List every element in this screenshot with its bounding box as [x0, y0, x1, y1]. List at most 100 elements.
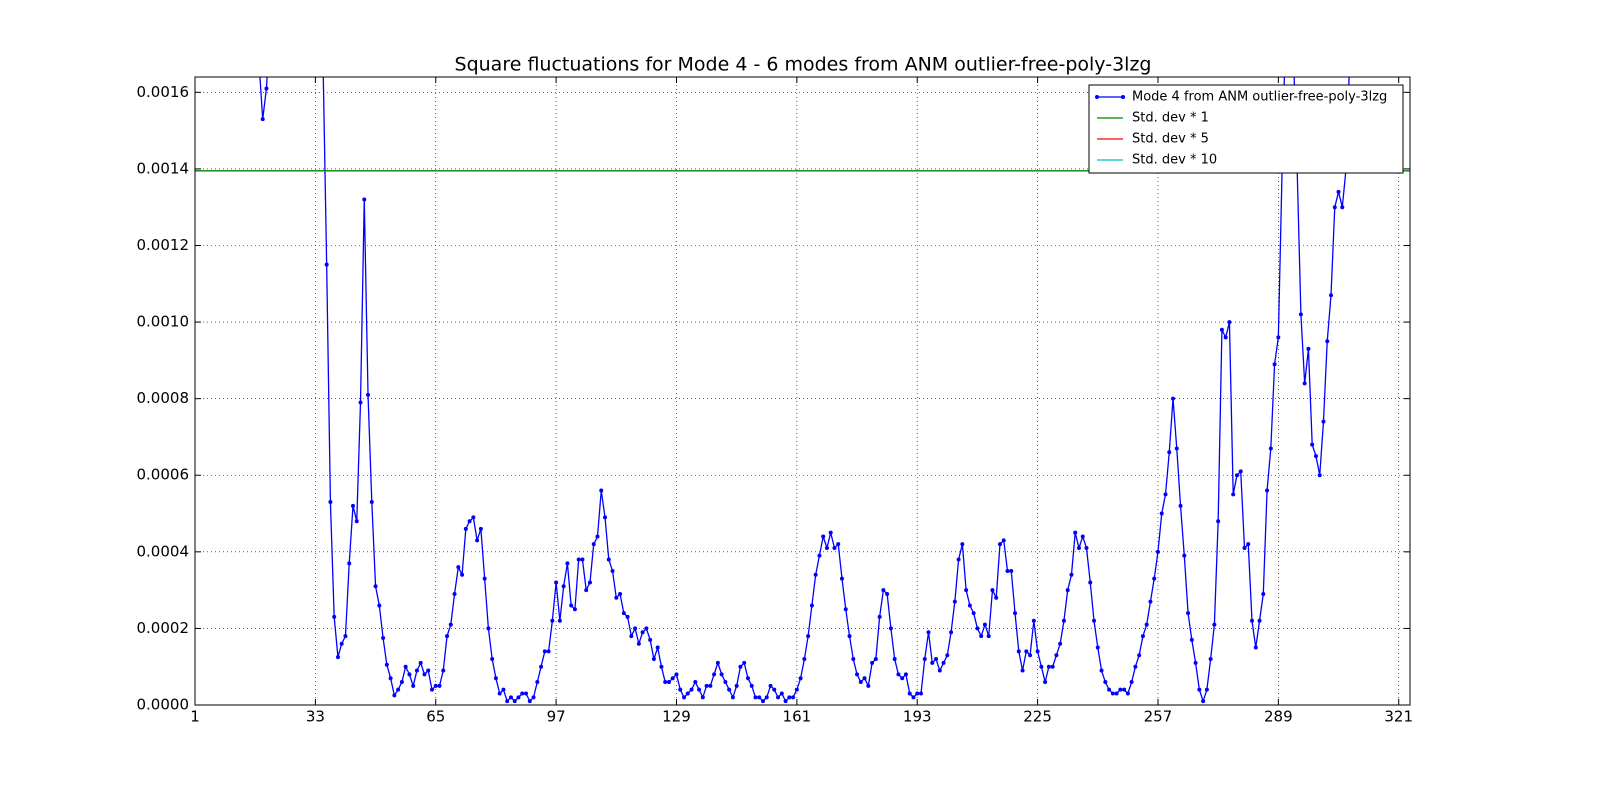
- data-point: [505, 699, 510, 704]
- data-point: [1110, 691, 1115, 696]
- data-point: [1250, 618, 1255, 623]
- data-point: [1174, 446, 1179, 451]
- legend-marker: [1121, 95, 1125, 99]
- y-tick-label: 0.0000: [137, 696, 190, 714]
- data-point: [546, 649, 551, 654]
- data-point: [565, 561, 570, 566]
- data-point: [381, 635, 386, 640]
- data-point: [539, 664, 544, 669]
- data-point: [1009, 568, 1014, 573]
- data-point: [456, 565, 461, 570]
- y-tick-label: 0.0002: [137, 619, 190, 637]
- data-point: [1302, 381, 1307, 386]
- data-point: [1208, 657, 1213, 662]
- data-point: [689, 687, 694, 692]
- data-point: [516, 695, 521, 700]
- data-point: [561, 584, 566, 589]
- data-point: [1163, 492, 1168, 497]
- data-point: [335, 655, 340, 660]
- data-point: [324, 262, 329, 267]
- data-point: [730, 695, 735, 700]
- data-point: [764, 695, 769, 700]
- data-point: [1204, 687, 1209, 692]
- data-point: [896, 672, 901, 677]
- legend-label: Std. dev * 1: [1132, 111, 1209, 126]
- data-point: [414, 668, 419, 673]
- data-point: [975, 626, 980, 631]
- data-point: [253, 52, 257, 56]
- data-point: [471, 515, 476, 520]
- data-point: [595, 534, 600, 539]
- data-point: [1103, 680, 1108, 685]
- data-point: [1140, 634, 1145, 639]
- data-point: [1197, 687, 1202, 692]
- data-point: [550, 618, 555, 623]
- legend-box: [1088, 84, 1404, 174]
- data-point: [719, 672, 724, 677]
- data-point: [700, 695, 705, 700]
- data-point: [1159, 511, 1164, 516]
- data-point: [399, 680, 404, 685]
- data-point: [535, 680, 540, 685]
- data-point: [569, 603, 574, 608]
- data-point: [934, 657, 939, 662]
- data-point: [501, 687, 506, 692]
- x-tick-label: 1: [190, 708, 200, 726]
- data-point: [463, 526, 468, 531]
- data-point: [1182, 553, 1187, 558]
- data-point: [362, 197, 367, 202]
- data-point: [922, 657, 927, 662]
- data-point: [621, 611, 626, 616]
- data-point: [986, 634, 991, 639]
- data-point: [1054, 653, 1059, 658]
- data-point: [1005, 568, 1010, 573]
- data-point: [655, 645, 660, 650]
- data-point: [960, 542, 965, 547]
- data-point: [1043, 680, 1048, 685]
- data-point: [1114, 691, 1119, 696]
- x-tick-label: 289: [1264, 708, 1293, 726]
- data-point: [787, 695, 792, 700]
- data-point: [625, 614, 630, 619]
- data-point: [1107, 687, 1112, 692]
- data-point: [839, 576, 844, 581]
- data-point: [1329, 293, 1334, 298]
- chart-title: Square fluctuations for Mode 4 - 6 modes…: [455, 54, 1152, 76]
- data-point: [1193, 660, 1198, 665]
- data-point: [1144, 622, 1149, 627]
- data-point: [1061, 618, 1066, 623]
- legend-marker: [1095, 95, 1099, 99]
- plot-area: [195, 14, 1410, 704]
- data-point: [768, 683, 773, 688]
- data-point: [945, 653, 950, 658]
- x-tick-label: 33: [306, 708, 325, 726]
- data-point: [1268, 446, 1273, 451]
- x-tick-label: 321: [1384, 708, 1413, 726]
- data-point: [824, 546, 829, 550]
- data-point: [1313, 454, 1318, 459]
- data-point: [321, 52, 325, 56]
- data-point: [475, 538, 480, 543]
- data-point: [403, 664, 408, 669]
- data-point: [685, 691, 690, 696]
- data-point: [606, 557, 611, 562]
- data-point: [1013, 611, 1018, 616]
- data-point: [1306, 346, 1311, 351]
- data-point: [847, 634, 852, 639]
- data-point: [1031, 618, 1036, 623]
- legend-label: Std. dev * 10: [1132, 153, 1217, 168]
- data-point: [1046, 664, 1051, 669]
- data-point: [373, 584, 378, 589]
- data-point: [918, 691, 923, 696]
- data-point: [666, 680, 671, 685]
- data-point: [234, 14, 238, 18]
- data-point: [926, 630, 931, 635]
- data-point: [1201, 699, 1206, 704]
- data-point: [1167, 450, 1172, 455]
- data-point: [1261, 591, 1266, 596]
- data-point: [659, 664, 664, 669]
- data-point: [482, 576, 487, 581]
- data-point: [591, 542, 596, 547]
- data-point: [873, 657, 878, 662]
